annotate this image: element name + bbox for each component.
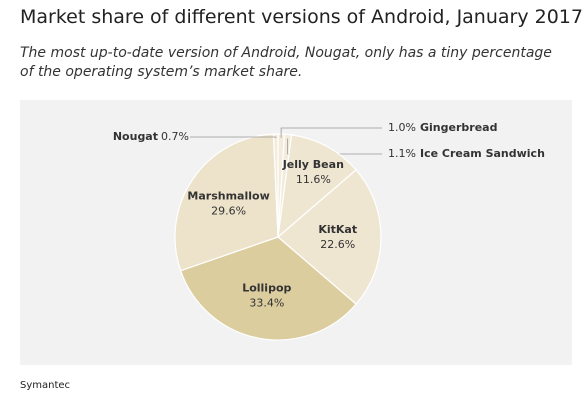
category-label: Gingerbread xyxy=(420,121,497,134)
value-label: 1.1% xyxy=(388,147,416,160)
value-label: 22.6% xyxy=(320,238,355,251)
value-label: 1.0% xyxy=(388,121,416,134)
pie-slice xyxy=(277,134,357,239)
category-label: Nougat xyxy=(113,130,158,143)
category-label: KitKat xyxy=(318,223,357,236)
leader-line xyxy=(190,136,277,139)
value-label: 0.7% xyxy=(161,130,189,143)
pie-slice xyxy=(179,236,357,341)
pie-slice xyxy=(277,169,382,305)
chart: 1.0% Gingerbread 1.1% Ice Cream Sandwich Jel… xyxy=(20,100,572,365)
value-label: 11.6% xyxy=(296,173,331,186)
chart-subtitle: The most up-to-date version of Android, … xyxy=(20,45,552,80)
source: Symantec xyxy=(20,380,71,391)
leader-line xyxy=(280,127,382,139)
category-label: Jelly Bean xyxy=(282,158,344,171)
value-label: 29.6% xyxy=(211,204,246,217)
category-label: Marshmallow xyxy=(187,189,269,202)
pie-slice xyxy=(272,133,279,238)
category-label: Lollipop xyxy=(242,282,291,295)
leader-line xyxy=(287,138,382,155)
chart-title: Market share of different versions of An… xyxy=(20,6,583,28)
value-label: 33.4% xyxy=(249,297,284,310)
category-label: Ice Cream Sandwich xyxy=(420,147,545,160)
